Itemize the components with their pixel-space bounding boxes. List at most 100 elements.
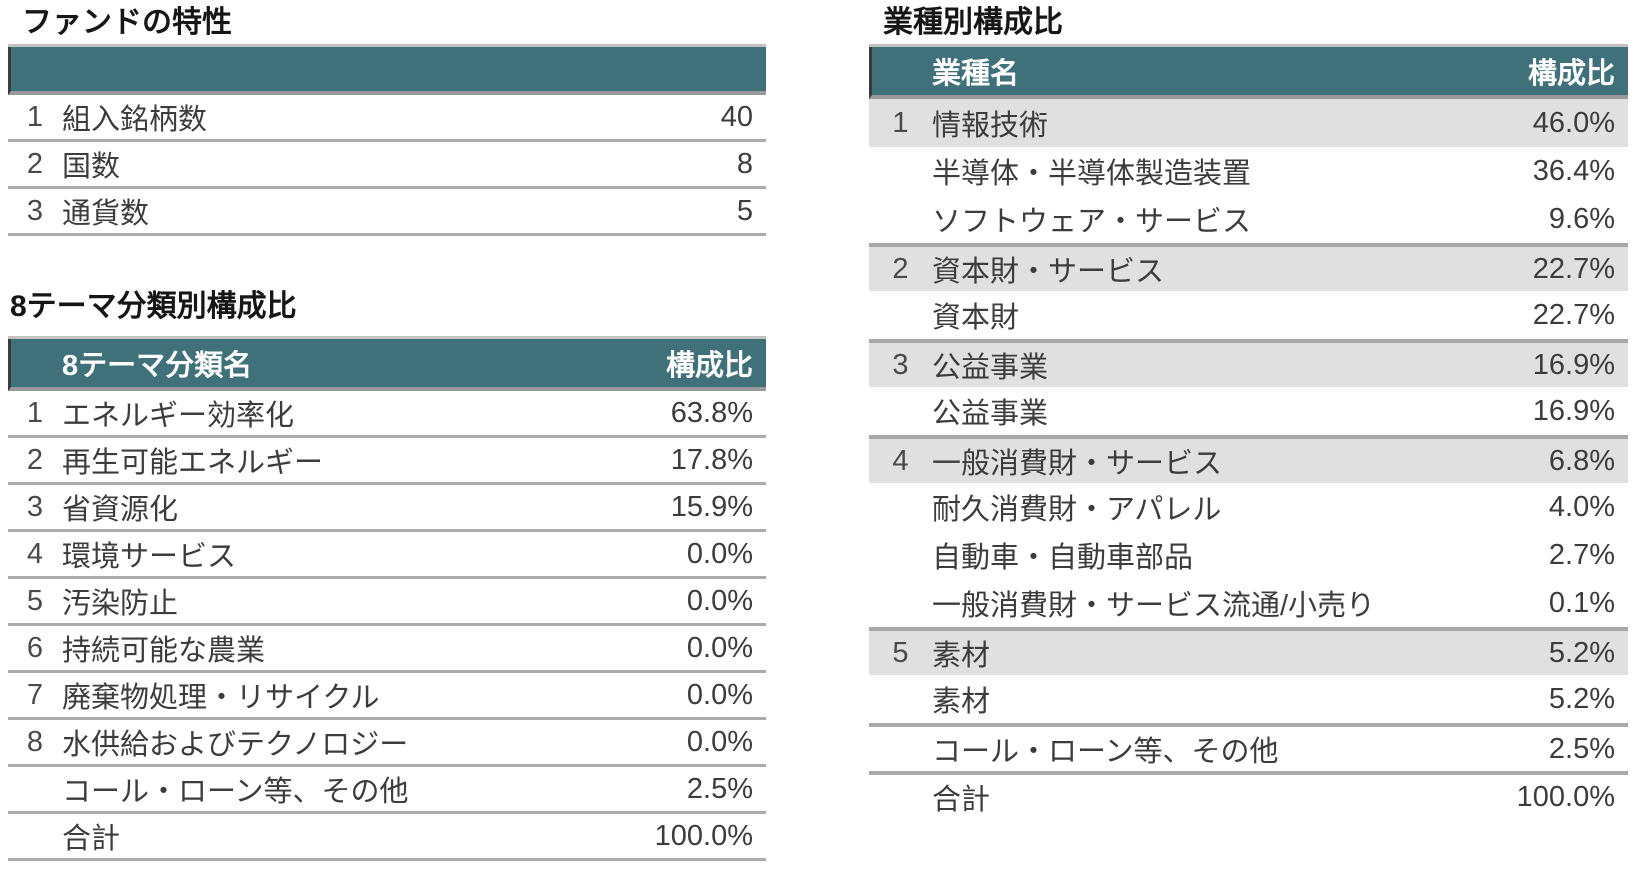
row-label: 合計 xyxy=(62,823,121,855)
row-number: 1 xyxy=(892,106,909,139)
industry-composition-title: 業種別構成比 xyxy=(883,6,1063,39)
row-number: 5 xyxy=(892,636,909,669)
row-label: 再生可能エネルギー xyxy=(62,447,324,479)
column-header-name: 業種名 xyxy=(932,58,1020,90)
row-label: 素材 xyxy=(932,640,991,672)
row-value: 40 xyxy=(720,100,753,133)
row-label: 資本財 xyxy=(932,302,1020,334)
table-row-sector: 5 素材 5.2% xyxy=(869,627,1628,675)
row-value: 5 xyxy=(736,194,753,227)
table-row-sector: 2 資本財・サービス 22.7% xyxy=(869,243,1628,291)
row-number: 3 xyxy=(892,348,909,381)
row-label: 合計 xyxy=(932,784,991,816)
table-row-subsector: 自動車・自動車部品 2.7% xyxy=(869,531,1628,579)
row-number: 5 xyxy=(26,584,44,617)
table-row: 6 持続可能な農業 0.0% xyxy=(8,626,766,673)
row-label: 自動車・自動車部品 xyxy=(932,542,1194,574)
row-number: 8 xyxy=(26,725,44,758)
row-label: 通貨数 xyxy=(62,198,150,230)
column-header-ratio: 構成比 xyxy=(665,350,753,382)
table-row-subsector: 一般消費財・サービス流通/小売り 0.1% xyxy=(869,579,1628,627)
row-value: 0.0% xyxy=(686,725,753,758)
theme-composition-title: 8テーマ分類別構成比 xyxy=(10,290,297,323)
row-number: 7 xyxy=(26,678,44,711)
table-row: 4 環境サービス 0.0% xyxy=(8,532,766,579)
row-label: 資本財・サービス xyxy=(932,256,1165,288)
row-label: 一般消費財・サービス xyxy=(932,448,1223,480)
theme-composition-table: 8テーマ分類名 構成比 1 エネルギー効率化 63.8% 2 再生可能エネルギー… xyxy=(8,336,766,861)
table-row: 3 通貨数 5 xyxy=(8,189,766,236)
table-row-subsector: ソフトウェア・サービス 9.6% xyxy=(869,195,1628,243)
row-number: 2 xyxy=(892,252,909,285)
fund-characteristics-title: ファンドの特性 xyxy=(22,6,232,39)
row-label: エネルギー効率化 xyxy=(62,400,295,432)
table-row-other: コール・ローン等、その他 2.5% xyxy=(869,723,1628,771)
row-number: 2 xyxy=(26,443,44,476)
row-value: 5.2% xyxy=(1548,682,1615,715)
row-value: 46.0% xyxy=(1532,106,1615,139)
row-value: 22.7% xyxy=(1532,298,1615,331)
row-value: 17.8% xyxy=(670,443,753,476)
row-label: 情報技術 xyxy=(932,110,1049,142)
row-value: 8 xyxy=(736,147,753,180)
table-row: コール・ローン等、その他 2.5% xyxy=(8,767,766,814)
row-label: 耐久消費財・アパレル xyxy=(932,494,1222,526)
row-label: 組入銘柄数 xyxy=(62,104,208,136)
table-row: 2 再生可能エネルギー 17.8% xyxy=(8,438,766,485)
row-value: 16.9% xyxy=(1532,394,1615,427)
table-row: 3 省資源化 15.9% xyxy=(8,485,766,532)
row-number: 6 xyxy=(26,631,44,664)
row-label: 水供給およびテクノロジー xyxy=(62,729,409,761)
theme-table-header: 8テーマ分類名 構成比 xyxy=(8,339,766,391)
table-row-sector: 1 情報技術 46.0% xyxy=(869,99,1628,147)
row-label: 公益事業 xyxy=(932,398,1049,430)
row-value: 9.6% xyxy=(1548,202,1615,235)
row-label: 公益事業 xyxy=(932,352,1049,384)
row-label: ソフトウェア・サービス xyxy=(932,206,1252,238)
column-header-ratio: 構成比 xyxy=(1527,58,1615,90)
table-row: 1 組入銘柄数 40 xyxy=(8,95,766,142)
row-value: 0.1% xyxy=(1548,586,1615,619)
table-row: 5 汚染防止 0.0% xyxy=(8,579,766,626)
row-label: 一般消費財・サービス流通/小売り xyxy=(932,590,1376,622)
table-row-subsector: 半導体・半導体製造装置 36.4% xyxy=(869,147,1628,195)
fund-characteristics-table-header xyxy=(8,47,766,95)
row-value: 0.0% xyxy=(686,584,753,617)
row-label: 汚染防止 xyxy=(62,588,179,620)
right-column: 業種別構成比 業種名 構成比 1 情報技術 46.0% 半導体・半導体製造装置 … xyxy=(869,0,1628,819)
row-value: 0.0% xyxy=(686,631,753,664)
table-row-total: 合計 100.0% xyxy=(8,814,766,861)
table-row-total: 合計 100.0% xyxy=(869,771,1628,819)
row-value: 2.7% xyxy=(1548,538,1615,571)
table-row: 7 廃棄物処理・リサイクル 0.0% xyxy=(8,673,766,720)
row-value: 6.8% xyxy=(1548,444,1615,477)
row-value: 63.8% xyxy=(670,396,753,429)
column-header-name: 8テーマ分類名 xyxy=(62,350,253,382)
row-value: 15.9% xyxy=(670,490,753,523)
row-number: 4 xyxy=(26,537,44,570)
row-label: コール・ローン等、その他 xyxy=(932,736,1279,768)
row-label: 持続可能な農業 xyxy=(62,635,266,667)
row-value: 2.5% xyxy=(1548,732,1615,765)
row-label: 素材 xyxy=(932,686,991,718)
table-row-subsector: 耐久消費財・アパレル 4.0% xyxy=(869,483,1628,531)
row-label: 省資源化 xyxy=(62,494,179,526)
row-value: 16.9% xyxy=(1532,348,1615,381)
table-row: 1 エネルギー効率化 63.8% xyxy=(8,391,766,438)
row-number: 3 xyxy=(26,490,44,523)
row-label: コール・ローン等、その他 xyxy=(62,776,409,808)
row-number: 1 xyxy=(26,100,44,133)
row-number: 3 xyxy=(26,194,44,227)
industry-composition-table: 業種名 構成比 1 情報技術 46.0% 半導体・半導体製造装置 36.4% ソ… xyxy=(869,44,1628,819)
row-label: 国数 xyxy=(62,151,121,183)
row-number: 1 xyxy=(26,396,44,429)
row-label: 環境サービス xyxy=(62,541,237,573)
table-row-sector: 3 公益事業 16.9% xyxy=(869,339,1628,387)
table-row: 2 国数 8 xyxy=(8,142,766,189)
row-value: 100.0% xyxy=(1516,780,1615,813)
table-row-sector: 4 一般消費財・サービス 6.8% xyxy=(869,435,1628,483)
row-value: 100.0% xyxy=(654,819,753,852)
table-row: 8 水供給およびテクノロジー 0.0% xyxy=(8,720,766,767)
row-number: 2 xyxy=(26,147,44,180)
table-row-subsector: 資本財 22.7% xyxy=(869,291,1628,339)
